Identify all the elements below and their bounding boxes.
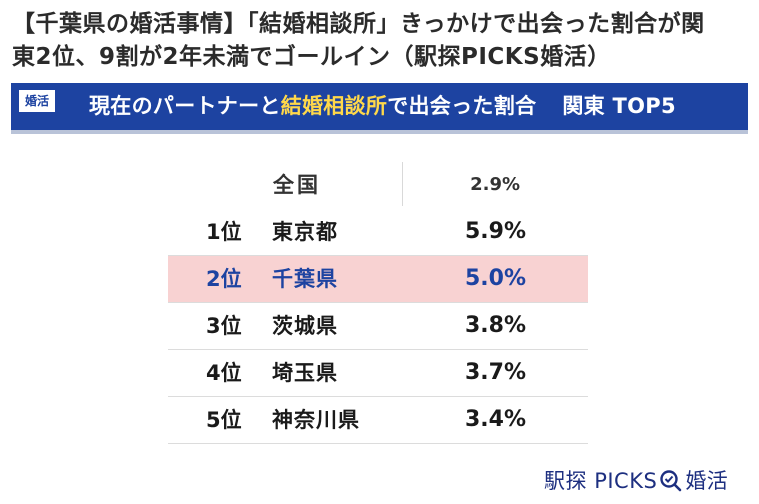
- national-row: 全国 2.9%: [168, 162, 588, 209]
- logo-text-right: PICKS: [594, 469, 658, 493]
- logo-text-suffix: 婚活: [685, 469, 729, 493]
- headline: 【千葉県の婚活事情】「結婚相談所」きっかけで出会った割合が関 東2位、9割が2年…: [12, 8, 752, 74]
- title-banner: 婚活 現在のパートナーと結婚相談所で出会った割合 関東 TOP5: [11, 83, 748, 134]
- table-row: 5位 神奈川県 3.4%: [168, 397, 588, 444]
- banner-title-highlight: 結婚相談所: [280, 94, 388, 118]
- table-row-highlighted: 2位 千葉県 5.0%: [168, 256, 588, 303]
- banner-title: 現在のパートナーと結婚相談所で出会った割合 関東 TOP5: [89, 83, 676, 130]
- national-label: 全国: [273, 173, 321, 197]
- banner-region: 関東 TOP5: [562, 94, 676, 118]
- logo-text-left: 駅探: [544, 469, 587, 493]
- brand-logo: 駅探 PICKS 婚活: [544, 466, 728, 496]
- prefecture-name: 神奈川県: [272, 408, 360, 432]
- national-value: 2.9%: [470, 174, 520, 195]
- banner-title-prefix: 現在のパートナーと: [89, 94, 281, 118]
- magnifier-check-icon: [657, 469, 685, 493]
- category-badge: 婚活: [19, 90, 56, 112]
- table-row: 1位 東京都 5.9%: [168, 209, 588, 256]
- headline-line-1: 【千葉県の婚活事情】「結婚相談所」きっかけで出会った割合が関: [12, 11, 705, 37]
- percentage-value: 3.8%: [464, 313, 526, 338]
- rank-label: 2位: [206, 267, 242, 291]
- prefecture-name: 千葉県: [272, 267, 338, 291]
- rank-label: 5位: [206, 408, 242, 432]
- ranking-table: 全国 2.9% 1位 東京都 5.9% 2位 千葉県 5.0% 3位 茨城県 3…: [168, 162, 588, 444]
- percentage-value: 5.9%: [464, 219, 526, 244]
- percentage-value: 3.7%: [464, 360, 526, 385]
- rank-label: 1位: [206, 220, 242, 244]
- headline-line-2: 東2位、9割が2年未満でゴールイン（駅探PICKS婚活）: [12, 44, 611, 70]
- prefecture-name: 東京都: [272, 220, 338, 244]
- column-divider: [402, 162, 403, 206]
- percentage-value: 3.4%: [464, 407, 526, 432]
- percentage-value: 5.0%: [464, 266, 526, 291]
- table-row: 3位 茨城県 3.8%: [168, 303, 588, 350]
- banner-title-suffix: で出会った割合: [387, 94, 537, 118]
- rank-label: 3位: [206, 314, 242, 338]
- rank-label: 4位: [206, 361, 242, 385]
- table-row: 4位 埼玉県 3.7%: [168, 350, 588, 397]
- prefecture-name: 茨城県: [272, 314, 338, 338]
- prefecture-name: 埼玉県: [272, 361, 338, 385]
